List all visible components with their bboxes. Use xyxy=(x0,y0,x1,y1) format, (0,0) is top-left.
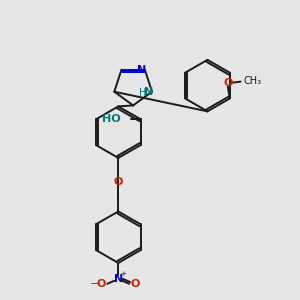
Text: O: O xyxy=(130,279,140,289)
Text: N: N xyxy=(137,64,146,75)
Text: CH₃: CH₃ xyxy=(244,76,262,85)
Text: N: N xyxy=(144,87,154,97)
Text: +: + xyxy=(120,271,126,277)
Text: HO: HO xyxy=(102,114,121,124)
Text: O: O xyxy=(114,177,123,187)
Text: N: N xyxy=(114,274,123,284)
Text: H: H xyxy=(140,88,147,98)
Text: O: O xyxy=(223,78,232,88)
Text: −: − xyxy=(90,279,99,289)
Text: O: O xyxy=(97,279,106,289)
